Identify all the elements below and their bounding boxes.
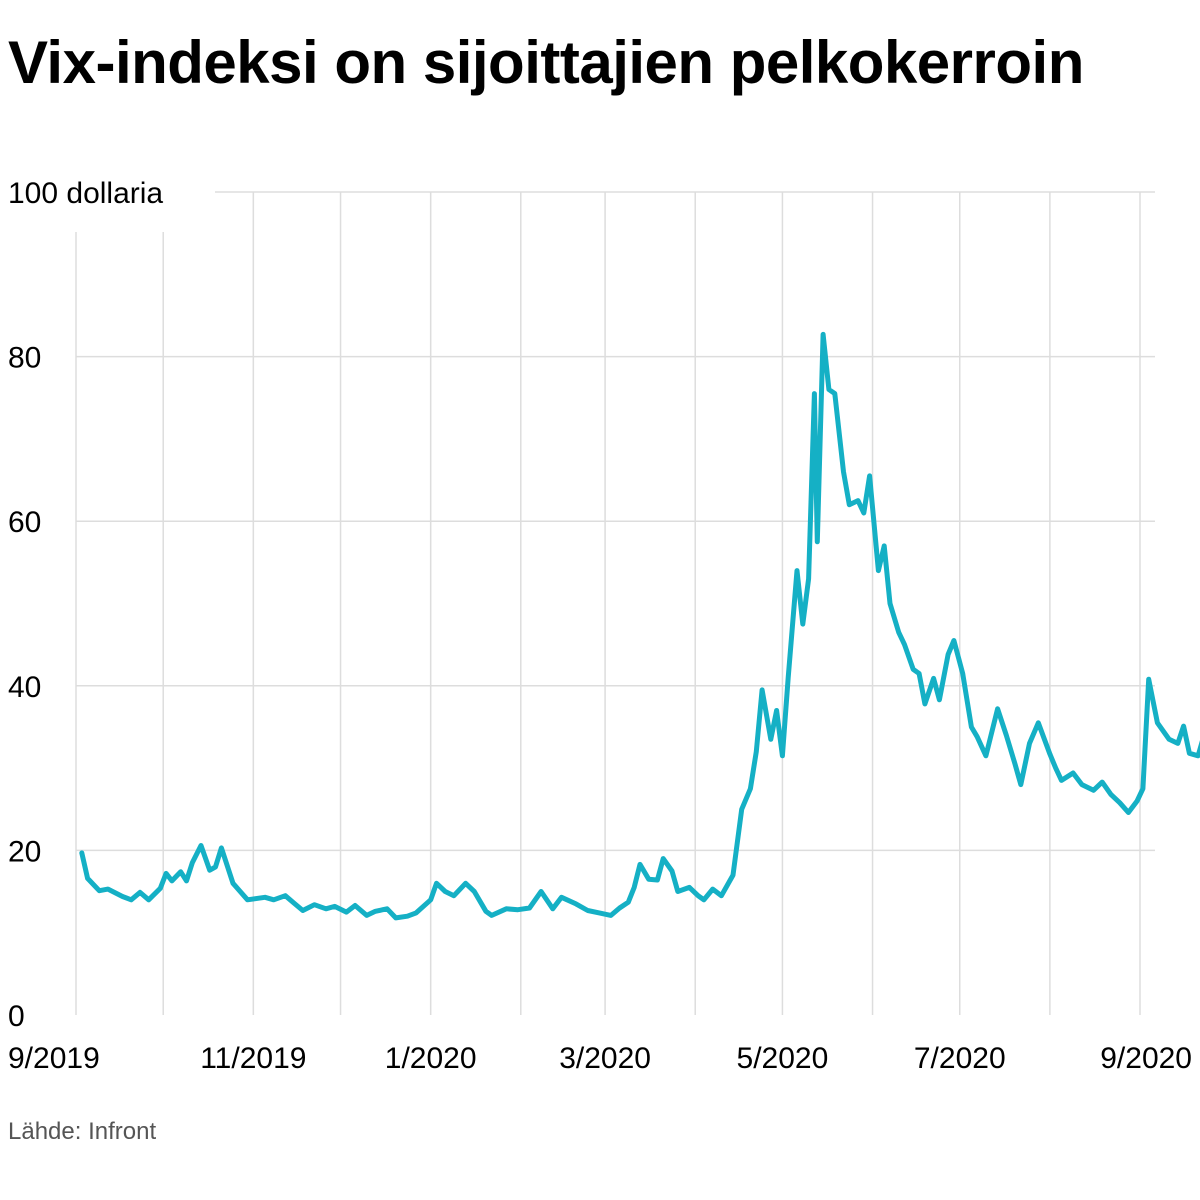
gridlines xyxy=(75,191,1155,1015)
y-axis: 0 20 40 60 80 100 dollaria xyxy=(8,177,163,1033)
data-series xyxy=(79,331,1200,921)
x-tick-label: 5/2020 xyxy=(737,1042,829,1075)
chart-title: Vix-indeksi on sijoittajien pelkokerroin xyxy=(8,29,1084,96)
y-tick-label: 40 xyxy=(8,671,41,704)
x-tick-label: 9/2020 xyxy=(1100,1042,1192,1075)
x-tick-label: 11/2019 xyxy=(200,1042,306,1075)
x-tick-label: 9/2019 xyxy=(8,1042,100,1075)
y-tick-label: 20 xyxy=(8,835,41,868)
y-tick-label: 0 xyxy=(8,1000,25,1033)
x-tick-label: 7/2020 xyxy=(914,1042,1006,1075)
source-note: Lähde: Infront xyxy=(8,1118,157,1145)
y-axis-label: 100 dollaria xyxy=(8,177,163,210)
vix-series-line xyxy=(79,331,1200,921)
x-tick-label: 1/2020 xyxy=(385,1042,477,1075)
x-tick-label: 3/2020 xyxy=(559,1042,651,1075)
y-tick-label: 60 xyxy=(8,506,41,539)
x-axis: 9/2019 11/2019 1/2020 3/2020 5/2020 7/2020 9/2… xyxy=(8,1042,1192,1075)
y-tick-label: 80 xyxy=(8,342,41,375)
